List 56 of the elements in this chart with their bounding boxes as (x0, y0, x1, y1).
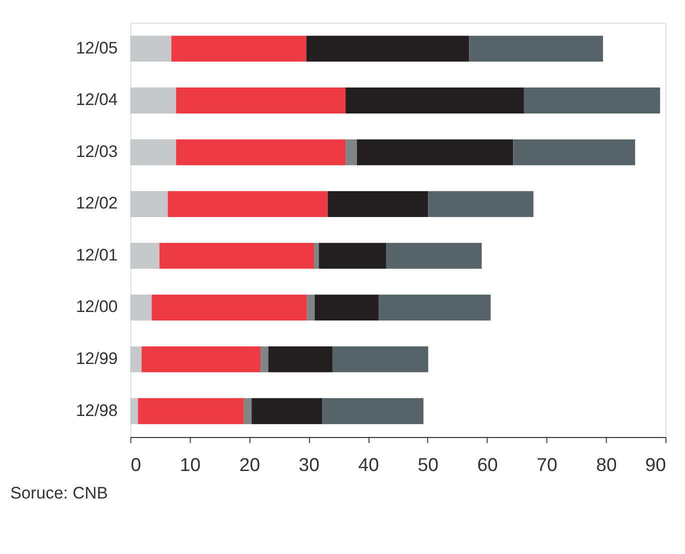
bar (428, 191, 534, 217)
y-tick-label: 12/99 (76, 349, 118, 368)
bar (176, 139, 346, 166)
bar (252, 398, 322, 424)
bar (152, 294, 307, 321)
y-tick-label: 12/98 (76, 400, 118, 420)
bar (130, 88, 176, 114)
x-tick-label: 40 (358, 454, 379, 475)
bar (378, 294, 491, 321)
bar (130, 139, 176, 166)
bar (322, 398, 424, 424)
x-tick-label: 0 (130, 454, 142, 475)
x-tick-label: 70 (536, 454, 558, 475)
x-tick-label: 60 (477, 454, 498, 475)
y-tick-label: 12/05 (76, 38, 118, 58)
bar (346, 88, 524, 114)
x-tick-label: 80 (596, 454, 617, 475)
bar (469, 36, 604, 62)
bar (159, 242, 314, 269)
bar (171, 36, 306, 62)
bar (346, 139, 357, 166)
bar (130, 242, 160, 269)
bar (314, 242, 319, 269)
bar (142, 346, 261, 372)
bar (176, 88, 346, 114)
bar (260, 346, 268, 372)
bar (268, 346, 332, 372)
bar (306, 36, 470, 62)
bar (386, 242, 482, 269)
bar (314, 294, 379, 321)
x-tick-label: 20 (239, 454, 260, 475)
bar (524, 88, 660, 114)
bar (130, 294, 152, 321)
bar (332, 346, 428, 372)
bar (244, 398, 252, 424)
bar (130, 191, 168, 217)
bar (130, 346, 142, 372)
y-tick-label: 12/03 (76, 142, 118, 161)
bar (356, 139, 514, 166)
bar (130, 36, 172, 62)
bar (328, 191, 428, 217)
x-tick-label: 10 (180, 454, 201, 475)
y-tick-label: 12/02 (76, 194, 118, 213)
x-tick-label: 30 (298, 454, 320, 475)
y-tick-label: 12/01 (76, 245, 118, 264)
y-tick-label: 12/00 (76, 297, 118, 316)
bar (138, 398, 244, 424)
y-tick-label: 12/04 (76, 90, 118, 110)
bar (513, 139, 636, 166)
x-tick-label: 50 (418, 454, 438, 475)
text: Soruce: CNB (10, 483, 108, 502)
x-tick-label: 90 (645, 454, 666, 475)
bar (168, 191, 328, 217)
bar (318, 242, 386, 269)
bar (130, 398, 138, 424)
bar (306, 294, 315, 321)
